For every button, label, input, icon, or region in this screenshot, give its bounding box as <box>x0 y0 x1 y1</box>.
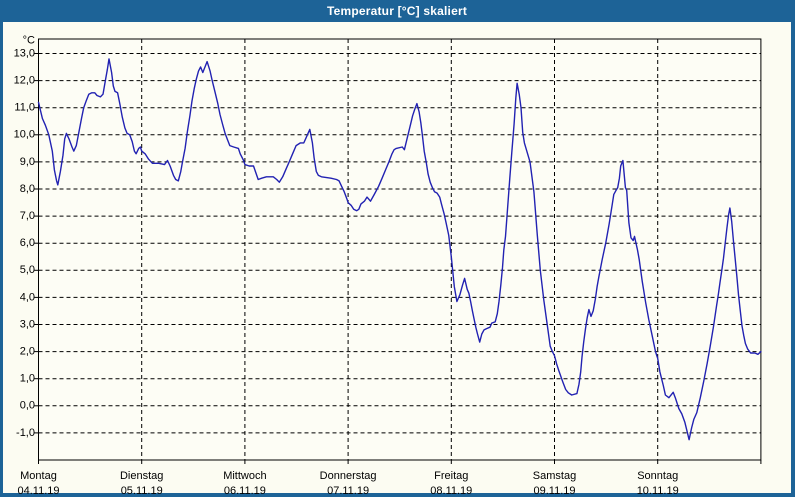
x-axis-weekday-label: Mittwoch <box>223 470 266 482</box>
temperature-line <box>37 58 762 441</box>
x-axis-weekday-label: Samstag <box>533 470 576 482</box>
y-axis-label: 8,0 <box>20 183 35 195</box>
y-axis-label: 11,0 <box>14 102 35 114</box>
y-axis-label: 2,0 <box>20 346 35 358</box>
window-title: Temperatur [°C] skaliert <box>326 4 468 18</box>
y-axis-label: 4,0 <box>20 291 35 303</box>
x-axis-date-label: 05.11.19 <box>121 485 163 497</box>
y-axis-label: 1,0 <box>20 373 35 385</box>
x-axis-weekday-label: Donnerstag <box>320 470 377 482</box>
y-axis-label: 12,0 <box>14 75 35 87</box>
y-axis-label: 6,0 <box>20 237 35 249</box>
x-axis-date-label: 09.11.19 <box>533 485 575 497</box>
x-axis-date-label: 04.11.19 <box>17 485 59 497</box>
window-title-bar[interactable]: Temperatur [°C] skaliert <box>3 0 791 22</box>
x-axis-date-label: 07.11.19 <box>327 485 369 497</box>
x-axis-date-label: 08.11.19 <box>430 485 472 497</box>
x-axis-weekday-label: Sonntag <box>637 470 678 482</box>
x-axis-date-label: 06.11.19 <box>224 485 266 497</box>
y-axis-label: -1,0 <box>16 427 35 439</box>
y-axis-label: 5,0 <box>20 264 35 276</box>
y-axis-label: 10,0 <box>14 129 35 141</box>
plot-area <box>38 38 762 461</box>
x-axis-date-label: 10.11.19 <box>637 485 679 497</box>
y-axis-unit-label: °C <box>23 34 35 46</box>
y-axis-label: 13,0 <box>14 47 35 59</box>
y-axis-label: 9,0 <box>20 156 35 168</box>
y-axis-label: 3,0 <box>20 318 35 330</box>
x-axis-weekday-label: Dienstag <box>120 470 163 482</box>
x-axis-weekday-label: Montag <box>20 470 57 482</box>
y-axis-label: 7,0 <box>20 210 35 222</box>
y-axis-label: 0,0 <box>20 400 35 412</box>
x-axis-weekday-label: Freitag <box>434 470 468 482</box>
